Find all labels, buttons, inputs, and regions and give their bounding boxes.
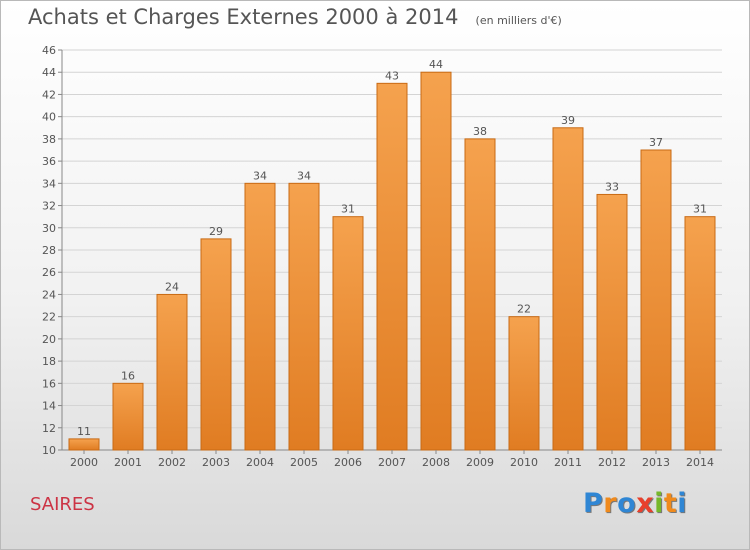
y-tick-label: 40	[42, 111, 56, 124]
data-labels: 11 16 24 29 34 34 31 43 44 38 22 39 33 37 31	[77, 58, 707, 438]
y-tick-label: 46	[42, 44, 56, 57]
y-tick-label: 36	[42, 155, 56, 168]
bar	[112, 382, 144, 451]
data-label: 31	[693, 203, 707, 216]
data-label: 38	[473, 125, 487, 138]
y-tick-label: 26	[42, 266, 56, 279]
y-tick-label: 30	[42, 222, 56, 235]
logo-letter: i	[677, 488, 688, 519]
y-tick-label: 32	[42, 200, 56, 213]
data-label: 16	[121, 369, 135, 382]
chart-unit: (en milliers d'€)	[475, 14, 562, 27]
bar	[464, 138, 496, 451]
logo-letter: P	[583, 488, 604, 519]
bar	[376, 82, 408, 451]
x-tick-label: 2000	[70, 456, 98, 469]
bar	[420, 71, 452, 451]
logo-letter: t	[663, 488, 678, 519]
bar	[596, 193, 628, 451]
bar	[640, 149, 672, 451]
y-tick-label: 14	[42, 400, 56, 413]
bar	[684, 216, 716, 451]
bar	[200, 238, 232, 451]
data-label: 37	[649, 136, 663, 149]
x-tick-label: 2003	[202, 456, 230, 469]
x-tick-label: 2011	[554, 456, 582, 469]
data-label: 24	[165, 280, 179, 293]
x-tick-label: 2001	[114, 456, 142, 469]
x-tick-label: 2013	[642, 456, 670, 469]
bar	[156, 293, 188, 451]
bar	[552, 127, 584, 451]
logo-letter: x	[636, 488, 655, 519]
y-tick-label: 10	[42, 444, 56, 457]
chart-title: Achats et Charges Externes 2000 à 2014	[28, 5, 459, 29]
x-tick-label: 2002	[158, 456, 186, 469]
x-tick-label: 2007	[378, 456, 406, 469]
proxiti-logo[interactable]: Proxiti	[583, 488, 687, 519]
x-tick-label: 2014	[686, 456, 714, 469]
data-label: 31	[341, 203, 355, 216]
y-tick-label: 28	[42, 244, 56, 257]
bar	[244, 182, 276, 451]
y-tick-label: 22	[42, 311, 56, 324]
logo-letter: r	[603, 488, 618, 519]
y-tick-label: 44	[42, 66, 56, 79]
commune-name: SAIRES	[30, 494, 95, 515]
bar	[68, 438, 100, 451]
y-tick-label: 12	[42, 422, 56, 435]
y-tick-label: 24	[42, 288, 56, 301]
bar	[508, 316, 540, 451]
y-tick-label: 18	[42, 355, 56, 368]
y-tick-label: 42	[42, 88, 56, 101]
y-tick-labels: 10 12 14 16 18 20 22 24 26 28 30 32 34 36 38 40 42 44 46	[42, 44, 62, 457]
data-label: 34	[253, 169, 267, 182]
y-tick-label: 16	[42, 377, 56, 390]
data-label: 34	[297, 169, 311, 182]
x-tick-label: 2009	[466, 456, 494, 469]
y-tick-label: 38	[42, 133, 56, 146]
data-label: 39	[561, 114, 575, 127]
chart-title-line: Achats et Charges Externes 2000 à 2014 (…	[28, 5, 562, 29]
x-tick-label: 2004	[246, 456, 274, 469]
logo-letter: o	[617, 488, 637, 519]
bar	[288, 182, 320, 451]
y-tick-label: 34	[42, 177, 56, 190]
y-tick-label: 20	[42, 333, 56, 346]
data-label: 11	[77, 425, 91, 438]
x-tick-label: 2008	[422, 456, 450, 469]
bars	[68, 71, 716, 451]
x-tick-label: 2006	[334, 456, 362, 469]
data-label: 33	[605, 180, 619, 193]
x-tick-label: 2005	[290, 456, 318, 469]
logo-letter: i	[654, 488, 664, 519]
x-tick-label: 2010	[510, 456, 538, 469]
data-label: 22	[517, 303, 531, 316]
data-label: 43	[385, 69, 399, 82]
data-label: 44	[429, 58, 443, 71]
x-tick-label: 2012	[598, 456, 626, 469]
data-label: 29	[209, 225, 223, 238]
bar	[332, 216, 364, 451]
x-tick-labels: 2000 2001 2002 2003 2004 2005 2006 2007 2008 2009…	[70, 450, 714, 469]
